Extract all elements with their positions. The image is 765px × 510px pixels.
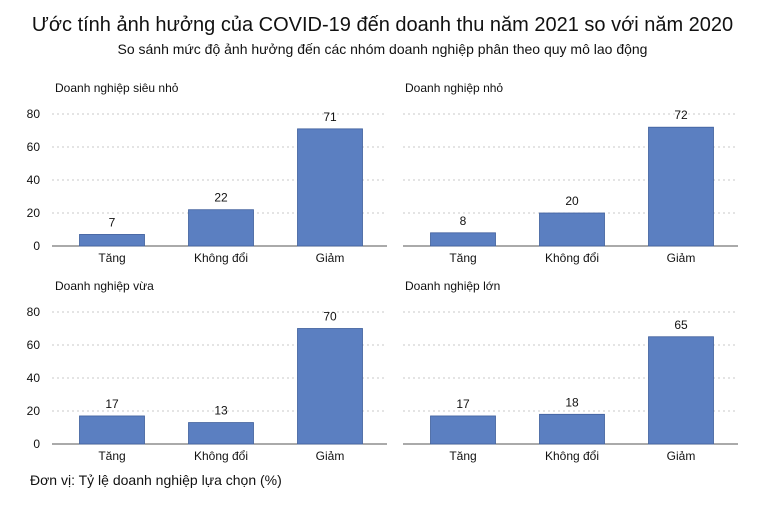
x-tick-label: Tăng (98, 251, 125, 265)
bar-value-label: 72 (674, 108, 688, 122)
y-tick-label: 60 (27, 338, 41, 352)
y-tick-label: 40 (27, 371, 41, 385)
bar-2 (539, 212, 605, 247)
y-tick-label: 0 (33, 437, 40, 451)
bar-3 (297, 128, 363, 247)
x-tick-label: Tăng (98, 449, 125, 463)
bar-value-label: 71 (323, 110, 337, 124)
bar-value-label: 8 (460, 214, 467, 228)
x-tick-label: Tăng (449, 449, 476, 463)
x-tick-label: Không đổi (545, 449, 599, 463)
bar-2 (539, 413, 605, 445)
bar-value-label: 65 (674, 318, 688, 332)
x-tick-label: Không đổi (194, 251, 248, 265)
x-tick-label: Giảm (667, 251, 696, 265)
y-tick-label: 20 (27, 206, 41, 220)
bar-value-label: 13 (214, 404, 228, 418)
bar-3 (648, 336, 714, 445)
bar-2 (188, 422, 254, 445)
y-tick-label: 60 (27, 140, 41, 154)
x-tick-label: Giảm (667, 449, 696, 463)
bar-value-label: 22 (214, 191, 228, 205)
bar-1 (79, 415, 145, 445)
bar-value-label: 18 (565, 395, 579, 409)
y-tick-label: 20 (27, 404, 41, 418)
chart-title: Ước tính ảnh hưởng của COVID-19 đến doan… (31, 14, 734, 36)
bar-1 (430, 415, 496, 445)
bar-value-label: 17 (105, 397, 119, 411)
bar-1 (430, 232, 496, 247)
bar-3 (648, 126, 714, 247)
chart-subtitle: So sánh mức độ ảnh hưởng đến các nhóm do… (117, 41, 648, 57)
bar-1 (79, 234, 145, 247)
bar-value-label: 7 (109, 215, 116, 229)
x-tick-label: Không đổi (545, 251, 599, 265)
panel-title-2: Doanh nghiệp nhỏ (405, 81, 503, 95)
y-tick-label: 80 (27, 107, 41, 121)
x-tick-label: Tăng (449, 251, 476, 265)
x-tick-label: Không đổi (194, 449, 248, 463)
unit-footnote: Đơn vị: Tỷ lệ doanh nghiệp lựa chọn (%) (30, 472, 282, 488)
panel-title-4: Doanh nghiệp lớn (405, 279, 500, 293)
panel-title-3: Doanh nghiệp vừa (55, 279, 154, 293)
bar-value-label: 17 (456, 397, 470, 411)
bar-3 (297, 328, 363, 445)
x-tick-label: Giảm (316, 251, 345, 265)
bar-2 (188, 209, 254, 247)
y-tick-label: 80 (27, 305, 41, 319)
x-tick-label: Giảm (316, 449, 345, 463)
bar-value-label: 20 (565, 194, 579, 208)
bar-value-label: 70 (323, 310, 337, 324)
panel-title-1: Doanh nghiệp siêu nhỏ (55, 81, 179, 95)
y-tick-label: 40 (27, 173, 41, 187)
y-tick-label: 0 (33, 239, 40, 253)
